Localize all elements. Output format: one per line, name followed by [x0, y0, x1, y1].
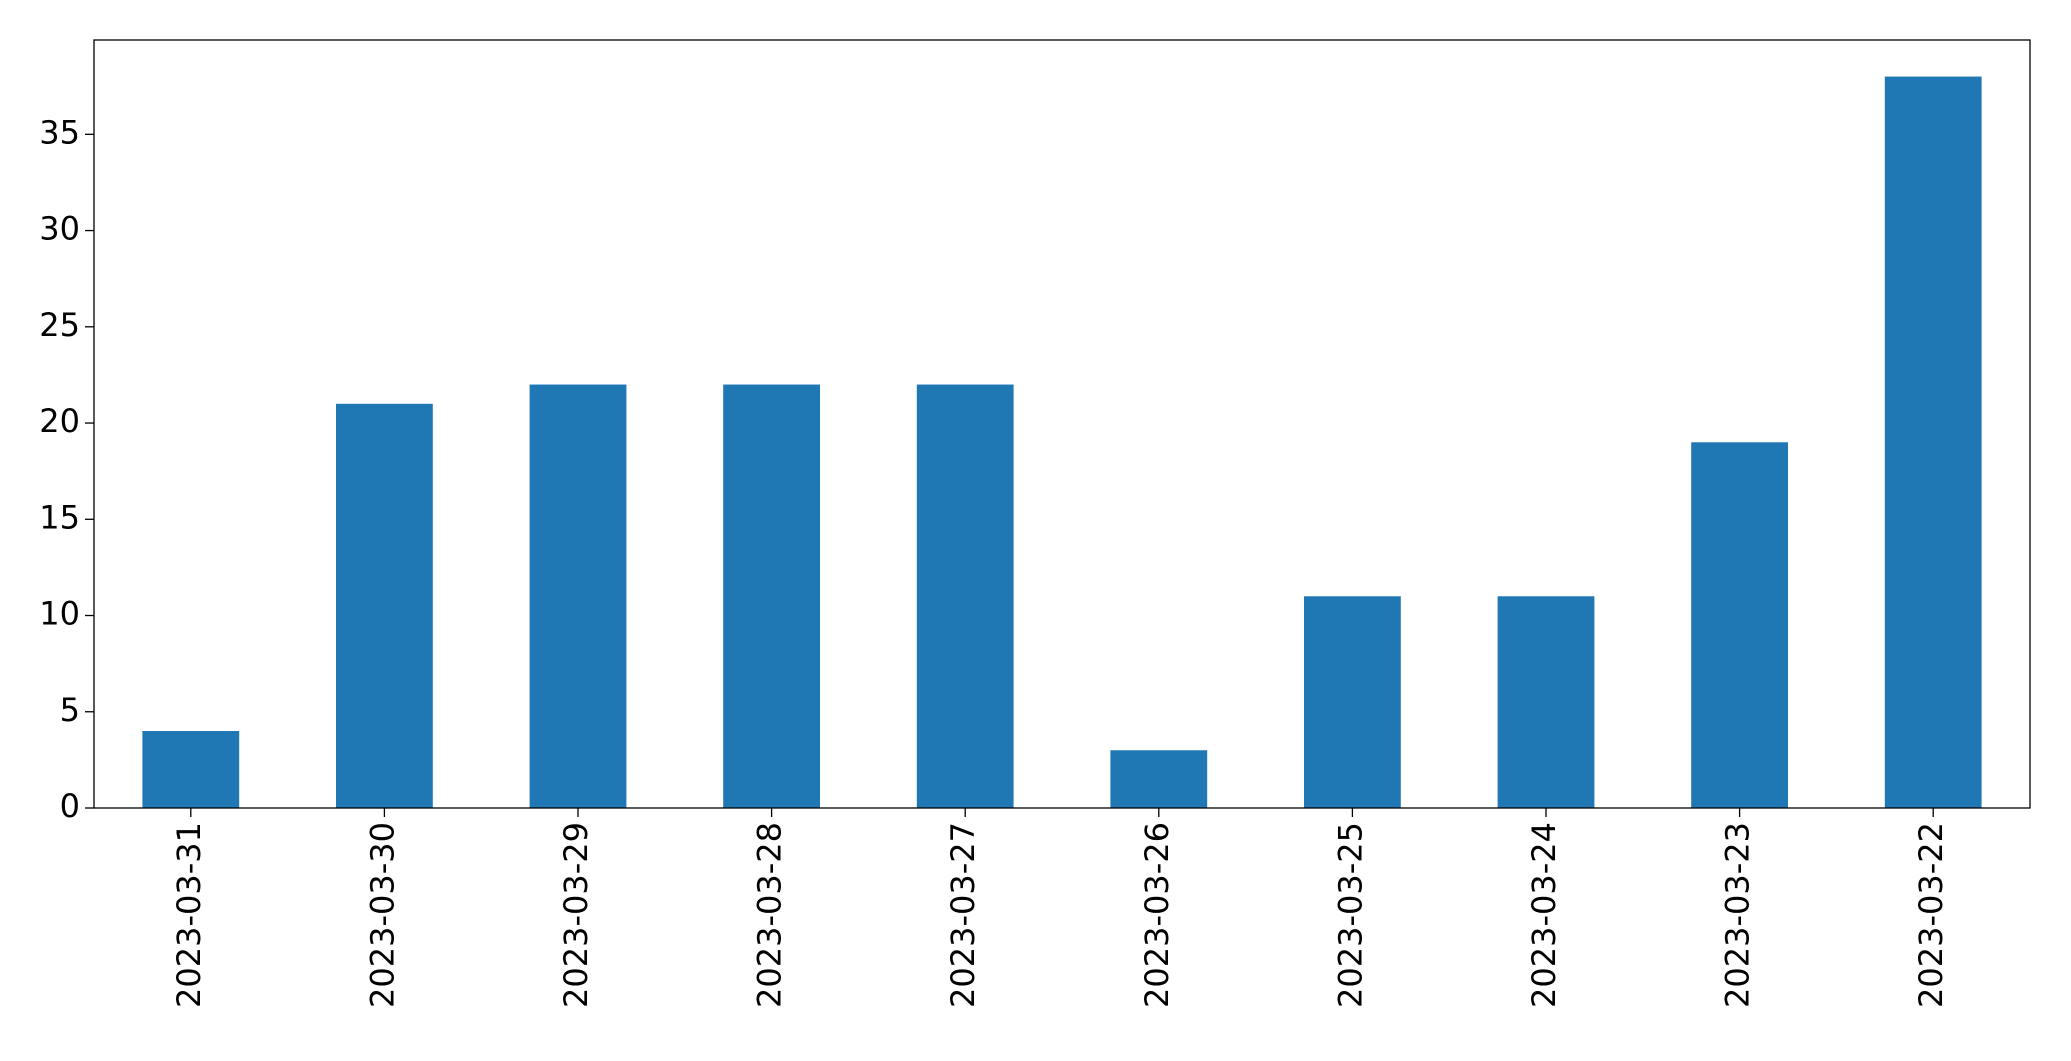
y-tick-label: 10: [39, 595, 80, 633]
bar: [916, 384, 1014, 808]
x-tick-label: 2023-03-28: [751, 822, 789, 1008]
x-tick-label: 2023-03-30: [363, 822, 401, 1008]
bar: [336, 403, 433, 808]
y-tick-label: 25: [39, 306, 80, 344]
x-tick-label: 2023-03-23: [1719, 822, 1757, 1008]
bar: [1110, 750, 1208, 808]
x-tick-label: 2023-03-31: [170, 822, 208, 1008]
y-tick-label: 35: [39, 113, 80, 151]
y-tick-label: 30: [39, 210, 80, 248]
x-tick-label: 2023-03-27: [944, 822, 982, 1008]
x-tick-label: 2023-03-22: [1912, 822, 1950, 1008]
y-tick-label: 0: [60, 787, 80, 825]
x-tick-label: 2023-03-26: [1138, 822, 1176, 1008]
x-tick-label: 2023-03-29: [557, 822, 595, 1008]
bar: [1304, 596, 1401, 808]
bar: [529, 384, 627, 808]
bar: [1497, 596, 1595, 808]
plot-frame: [93, 39, 2031, 809]
bar: [723, 384, 820, 808]
bar: [142, 731, 240, 808]
bar: [1691, 442, 1788, 808]
x-tick-label: 2023-03-24: [1525, 822, 1563, 1008]
y-tick-label: 5: [60, 691, 80, 729]
bar: [1884, 76, 1982, 809]
y-tick-label: 20: [39, 402, 80, 440]
y-tick-label: 15: [39, 498, 80, 536]
x-tick-label: 2023-03-25: [1331, 822, 1369, 1008]
